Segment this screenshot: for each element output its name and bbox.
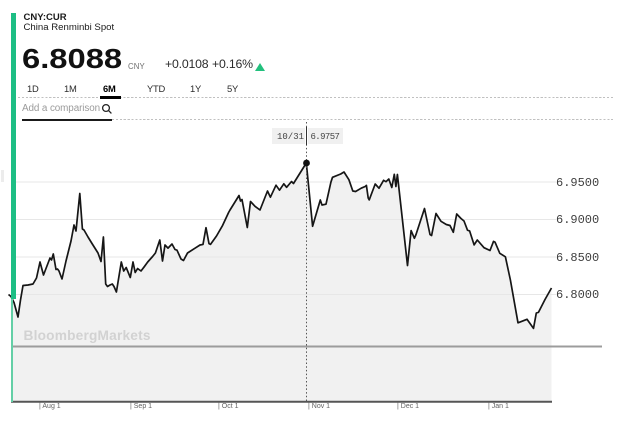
svg-text:BloombergMarkets: BloombergMarkets — [24, 328, 151, 343]
